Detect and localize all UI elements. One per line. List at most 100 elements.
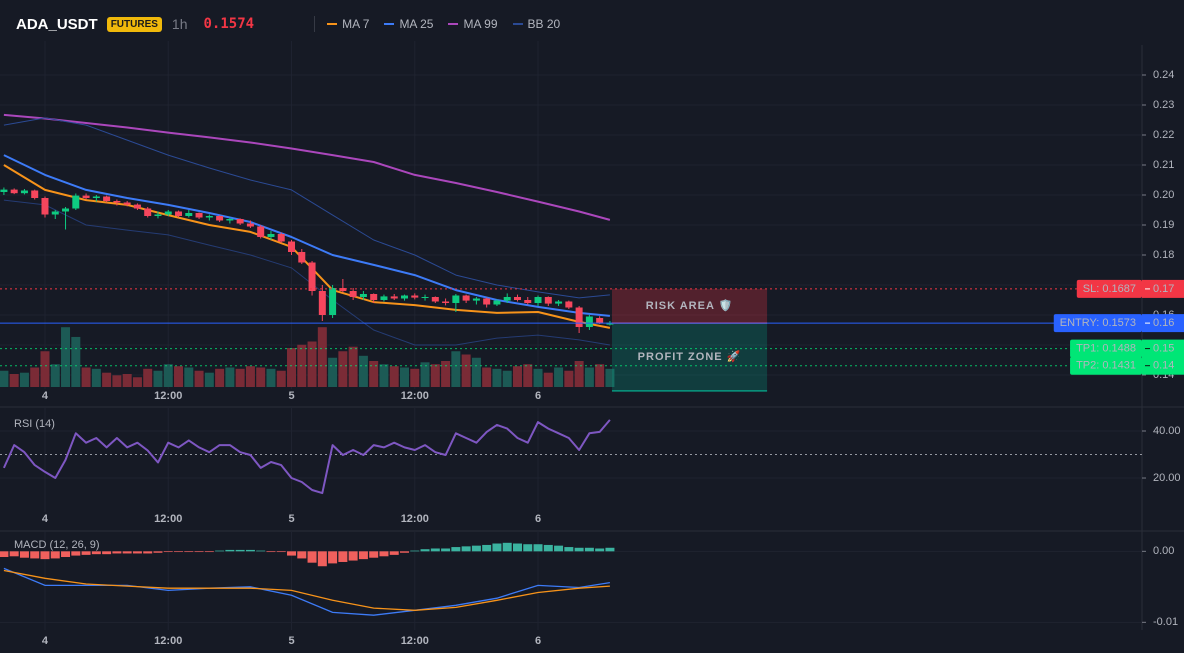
candle-body [216, 216, 224, 221]
volume-bar [358, 355, 368, 387]
histogram-bar [40, 551, 50, 560]
legend-item[interactable]: BB 20 [512, 17, 560, 31]
histogram-bar [91, 551, 101, 555]
indicator-line [3, 113, 611, 221]
histogram-bar [0, 551, 9, 558]
histogram-bar [369, 551, 379, 558]
x-tick-label: 12:00 [401, 513, 429, 525]
histogram-bar [328, 551, 338, 564]
volume-bar [482, 367, 492, 387]
x-tick-label: 12:00 [154, 390, 182, 402]
zone-label: PROFIT ZONE 🚀 [638, 350, 742, 363]
legend-swatch [327, 23, 338, 25]
candle-body [483, 298, 491, 305]
histogram-bar [584, 547, 594, 552]
legend-item[interactable]: MA 7 [327, 17, 369, 31]
candle-body [308, 262, 316, 291]
histogram-bar [215, 550, 225, 552]
legend-swatch [448, 23, 459, 25]
candle-body [10, 189, 18, 194]
y-tick-label: 0.21 [1153, 159, 1174, 171]
histogram-bar [9, 551, 19, 557]
histogram-bar [410, 550, 420, 552]
legend-label: MA 25 [399, 17, 434, 31]
histogram-bar [492, 543, 502, 552]
volume-bar [184, 367, 194, 387]
candle-body [606, 322, 614, 325]
candle-body [565, 301, 573, 308]
histogram-bar [523, 544, 533, 552]
y-tick-label: 0.24 [1153, 69, 1174, 81]
y-tick-label: 40.00 [1153, 425, 1181, 437]
y-tick-label: 0.23 [1153, 99, 1174, 111]
macd-line [3, 567, 611, 616]
volume-bar [543, 372, 553, 387]
histogram-bar [533, 544, 543, 552]
volume-bar [102, 372, 112, 387]
candle-body [575, 307, 583, 327]
candle-body [555, 301, 563, 304]
histogram-bar [132, 551, 142, 554]
candle-body [72, 195, 80, 209]
histogram-bar [389, 551, 399, 555]
volume-bar [0, 370, 9, 387]
x-tick-label: 12:00 [401, 390, 429, 402]
symbol[interactable]: ADA_USDT [16, 15, 98, 33]
candle-body [154, 214, 162, 216]
volume-bar [215, 368, 225, 387]
histogram-bar [245, 549, 255, 552]
volume-bar [430, 364, 440, 387]
legend-label: MA 99 [463, 17, 498, 31]
volume-bar [523, 364, 533, 387]
histogram-bar [574, 547, 584, 552]
candle-body [400, 295, 408, 299]
level-label-box [1070, 356, 1142, 375]
legend-item[interactable]: MA 25 [384, 17, 433, 31]
volume-bar [9, 374, 19, 387]
volume-bar [410, 368, 420, 387]
indicator-line [3, 154, 610, 317]
histogram-bar [451, 547, 461, 552]
level-label: TP2: 0.1431 [1076, 360, 1136, 372]
candle-body [544, 297, 552, 304]
x-tick-label: 12:00 [154, 635, 182, 647]
histogram-bar [420, 549, 430, 552]
candle-body [524, 300, 532, 303]
candle-body [513, 297, 521, 300]
volume-bar [245, 366, 255, 387]
candle-body [462, 295, 470, 301]
volume-bar [112, 375, 122, 387]
level-axis-box [1142, 356, 1184, 375]
candle-body [318, 291, 326, 315]
candle-body [41, 198, 49, 215]
interval[interactable]: 1h [171, 16, 188, 32]
histogram-bar [297, 551, 307, 559]
volume-bar [174, 366, 184, 387]
candle-body [493, 300, 501, 305]
histogram-bar [204, 551, 214, 553]
volume-bar [266, 368, 276, 387]
volume-bar [307, 341, 317, 387]
volume-bar [379, 364, 389, 387]
level-label: ENTRY: 0.1573 [1060, 317, 1136, 329]
histogram-bar [554, 545, 564, 552]
candle-body [82, 195, 90, 198]
volume-bar [502, 370, 512, 387]
legend-item[interactable]: MA 99 [448, 17, 498, 31]
candle-body [103, 196, 111, 201]
candle-body [472, 298, 480, 301]
x-tick-label: 5 [288, 513, 294, 525]
pane-title: RSI (14) [14, 418, 55, 430]
histogram-bar [471, 545, 481, 552]
level-label-box [1053, 314, 1142, 333]
volume-bar [143, 368, 153, 387]
volume-bar [122, 374, 132, 387]
candle-body [596, 318, 604, 324]
candle-body [0, 189, 8, 192]
indicator-line [3, 117, 610, 299]
histogram-bar [461, 546, 471, 552]
macd-line [3, 569, 610, 611]
histogram-bar [143, 551, 153, 554]
volume-bar [389, 366, 399, 387]
